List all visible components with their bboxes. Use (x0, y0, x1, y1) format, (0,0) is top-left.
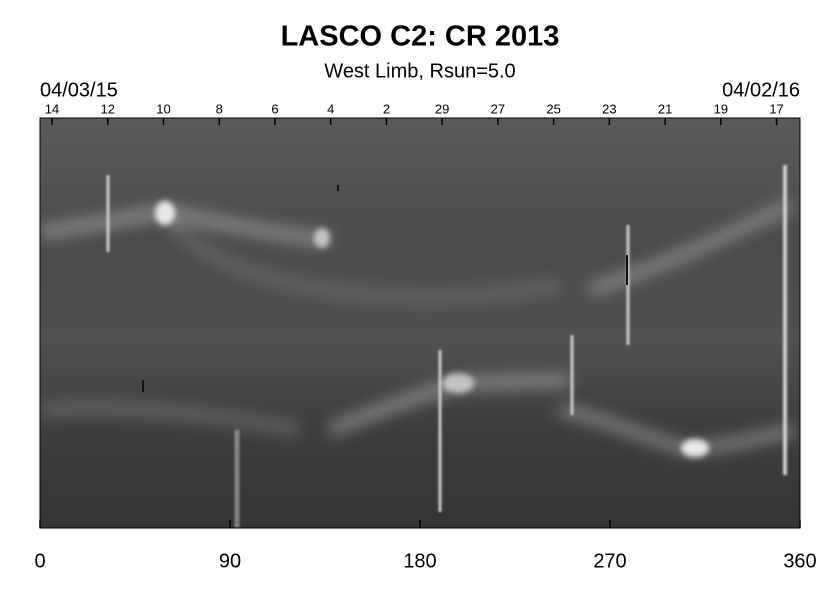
top-tick-label: 14 (45, 101, 59, 116)
x-tick-label: 0 (34, 550, 45, 572)
top-tick-label: 12 (101, 101, 115, 116)
x-tick-label: 90 (219, 550, 241, 572)
top-tick-label: 10 (156, 101, 170, 116)
top-tick-label: 29 (435, 101, 449, 116)
top-tick-label: 6 (271, 101, 278, 116)
chart-subtitle: West Limb, Rsun=5.0 (324, 60, 515, 82)
synoptic-image (40, 118, 800, 528)
top-tick-label: 23 (602, 101, 616, 116)
top-tick-label: 8 (216, 101, 223, 116)
top-tick-label: 2 (383, 101, 390, 116)
top-tick-label: 25 (546, 101, 560, 116)
top-tick-label: 19 (714, 101, 728, 116)
top-tick-label: 27 (491, 101, 505, 116)
top-tick-label: 21 (658, 101, 672, 116)
top-tick-label: 17 (769, 101, 783, 116)
end-date: 04/02/16 (722, 79, 800, 101)
x-tick-label: 270 (593, 550, 626, 572)
top-tick-label: 4 (327, 101, 334, 116)
chart-title: LASCO C2: CR 2013 (281, 21, 560, 53)
x-tick-label: 360 (783, 550, 816, 572)
start-date: 04/03/15 (40, 79, 118, 101)
x-tick-label: 180 (403, 550, 436, 572)
